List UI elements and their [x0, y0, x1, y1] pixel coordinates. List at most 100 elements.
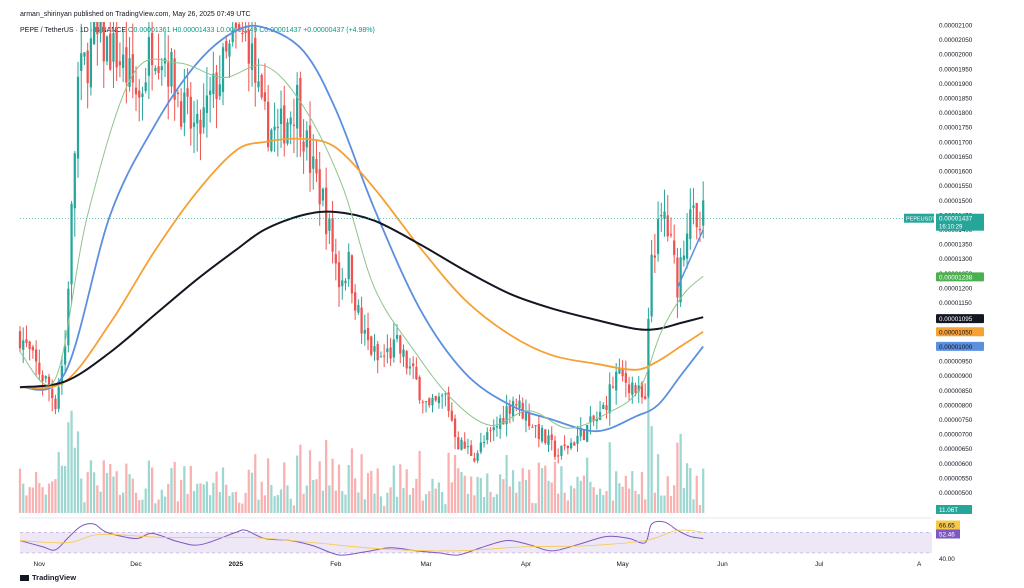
- candle-body: [67, 288, 70, 346]
- candle-body: [344, 280, 347, 284]
- volume-bar: [131, 478, 134, 513]
- volume-bar: [308, 450, 312, 513]
- candle-body: [51, 389, 54, 399]
- volume-bar: [495, 494, 499, 513]
- price-tick-label: 0.00001350: [939, 242, 973, 249]
- candle-body: [685, 233, 689, 259]
- candle-body: [176, 92, 180, 95]
- volume-bar: [244, 492, 247, 513]
- price-tick-label: 0.00001550: [939, 183, 973, 190]
- volume-tag-bg: [936, 505, 972, 514]
- volume-bar: [653, 492, 656, 513]
- candle-body: [366, 328, 370, 341]
- candle-body: [547, 435, 550, 445]
- candle-body: [109, 33, 112, 70]
- volume-bar: [270, 484, 273, 513]
- candle-body: [624, 373, 627, 383]
- volume-bar: [292, 505, 296, 513]
- volume-bar: [505, 455, 508, 513]
- candle-body: [412, 363, 415, 367]
- candle-body: [373, 346, 376, 352]
- volume-bar: [173, 461, 176, 513]
- rsi-line-1: [19, 520, 704, 556]
- annotations: [20, 218, 932, 289]
- volume-bar: [34, 472, 38, 513]
- current-price-value: 0.00001437: [939, 216, 973, 223]
- volume-bar: [698, 505, 702, 513]
- candle-body: [125, 47, 128, 83]
- rsi-tag-2-bg: [936, 529, 960, 539]
- candle-body: [682, 255, 685, 261]
- candle-body: [318, 169, 321, 205]
- time-axis: Nov Dec 2025 Feb Mar Apr May Jun Jul A: [34, 561, 922, 568]
- volume-bar: [160, 489, 163, 513]
- candle-body: [60, 365, 64, 385]
- time-tick-label: Jul: [815, 561, 824, 568]
- volume-bar: [389, 487, 392, 513]
- candle-body: [296, 84, 299, 129]
- volume-bar: [605, 491, 608, 513]
- time-tick-label: Jun: [717, 561, 728, 568]
- candle-body: [557, 455, 560, 457]
- volume-bar: [18, 468, 22, 513]
- volume-bar: [112, 476, 115, 513]
- candle-body: [466, 446, 470, 448]
- price-axis: 0.00002100 0.00002050 0.00002000 0.00001950…: [904, 22, 984, 514]
- moving-average-line-4: [19, 58, 704, 429]
- candle-body: [173, 58, 176, 100]
- candle-body: [508, 404, 511, 414]
- candle-body: [157, 66, 160, 73]
- symbol-legend[interactable]: PEPE / TetherUS · 1D · BINANCE O0.000013…: [20, 27, 375, 34]
- volume-bar: [47, 483, 51, 513]
- volume-bar: [121, 492, 125, 513]
- candle-body: [292, 124, 296, 126]
- candle-body: [299, 77, 302, 138]
- time-tick-label: Feb: [330, 561, 342, 568]
- volume-bar: [434, 488, 437, 513]
- volume-bar: [366, 472, 370, 513]
- volume-bar: [595, 494, 598, 513]
- candle-body: [650, 254, 653, 317]
- volume-bar: [415, 478, 418, 513]
- time-tick-label: Nov: [34, 561, 46, 568]
- candle-body: [144, 82, 147, 91]
- volume-bar: [331, 458, 334, 513]
- candle-body: [28, 341, 31, 350]
- candle-body: [405, 351, 408, 369]
- volume-bar: [57, 452, 60, 513]
- volume-bar: [76, 431, 80, 513]
- volume-bar: [608, 442, 611, 513]
- volume-bar: [357, 492, 360, 513]
- volume-bar: [238, 502, 241, 513]
- candle-body: [334, 254, 337, 264]
- trendline: [676, 229, 704, 289]
- volume-bar: [631, 471, 634, 513]
- volume-bar: [540, 468, 544, 513]
- candle-body: [563, 444, 566, 446]
- candle-body: [663, 211, 666, 219]
- candle-body: [544, 429, 547, 444]
- volume-bar: [267, 458, 270, 513]
- volume-bar: [673, 485, 676, 513]
- candle-body: [660, 215, 663, 217]
- volume-bar: [241, 503, 244, 513]
- volume-bar: [553, 461, 557, 513]
- candle-body: [347, 251, 350, 280]
- candle-body: [370, 336, 373, 355]
- volume-bar: [63, 465, 67, 513]
- candle-body: [31, 346, 35, 351]
- candle-body: [470, 445, 473, 456]
- volume-bar: [247, 469, 250, 513]
- candle-body: [250, 43, 254, 70]
- candle-body: [279, 108, 283, 125]
- volume-bar: [557, 493, 560, 513]
- candle-body: [653, 255, 656, 258]
- candle-body: [611, 386, 615, 388]
- volume-bar: [212, 482, 215, 513]
- volume-bar: [163, 496, 167, 513]
- volume-bar: [150, 467, 154, 513]
- candle-body: [192, 122, 196, 127]
- candle-body: [273, 126, 276, 131]
- candle-body: [473, 458, 476, 462]
